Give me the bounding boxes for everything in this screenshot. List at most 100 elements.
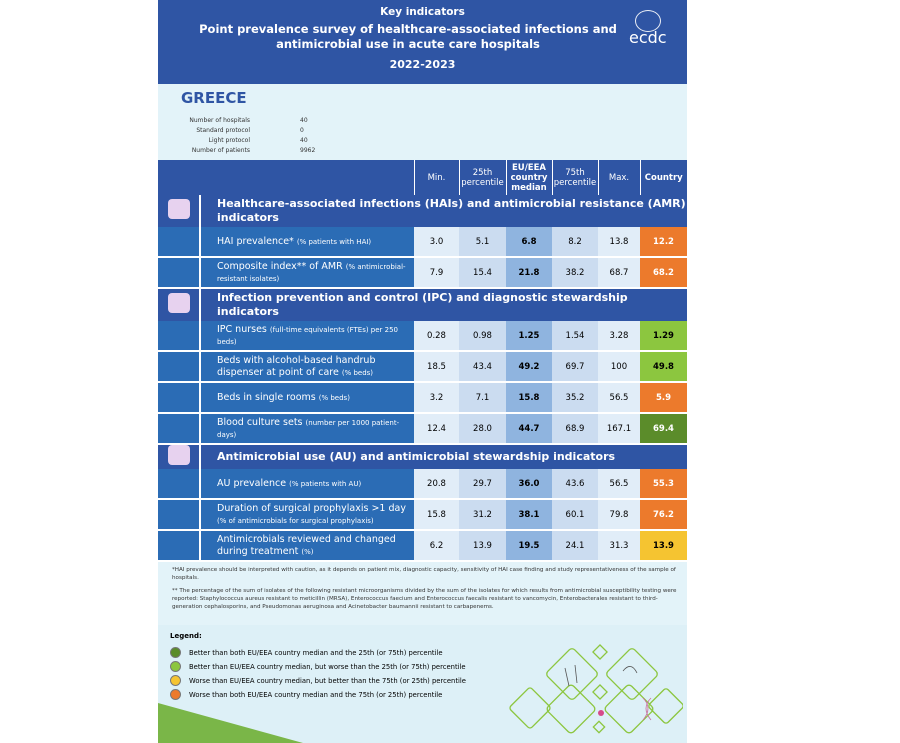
table-row: AU prevalence (% patients with AU) 20.8 29…: [158, 469, 687, 500]
info-label: Number of hospitals: [189, 117, 250, 124]
table-row: Blood culture sets (number per 1000 pati…: [158, 413, 687, 445]
value-cell: 31.2: [459, 499, 506, 531]
value-cell: 29.7: [459, 469, 506, 500]
indicator-unit: (%): [301, 547, 314, 556]
legend-item: Better than both EU/EEA country median a…: [170, 647, 443, 658]
section-header: Healthcare-associated infections (HAIs) …: [158, 195, 687, 227]
indicator-label: Blood culture sets (number per 1000 pati…: [200, 413, 414, 445]
indicator-unit: (% antimicrobial-resistant isolates): [217, 262, 406, 283]
value-cell: 6.8: [506, 227, 552, 258]
value-cell: 43.6: [552, 469, 598, 500]
legend-dot-icon: [170, 661, 181, 672]
value-cell: 100: [598, 351, 640, 383]
info-value: 9962: [300, 147, 316, 154]
value-cell: 1.25: [506, 321, 552, 352]
country-value: 49.8: [640, 351, 687, 383]
value-cell: 15.8: [414, 499, 459, 531]
country-value: 1.29: [640, 321, 687, 352]
info-row: Number of hospitals 40: [180, 116, 315, 126]
value-cell: 0.28: [414, 321, 459, 352]
table-row: Antimicrobials reviewed and changed duri…: [158, 530, 687, 562]
value-cell: 13.9: [459, 530, 506, 562]
indicator-label: Composite index** of AMR (% antimicrobia…: [200, 257, 414, 289]
table-row: Composite index** of AMR (% antimicrobia…: [158, 257, 687, 289]
legend-dot-icon: [170, 689, 181, 700]
indicator-label: AU prevalence (% patients with AU): [200, 469, 414, 500]
country-value: 12.2: [640, 227, 687, 258]
column-header: 75th percentile: [551, 160, 598, 195]
legend-dot-icon: [170, 647, 181, 658]
indicator-unit: (% beds): [318, 393, 350, 402]
legend-item: Worse than both EU/EEA country median an…: [170, 689, 442, 700]
value-cell: 15.8: [506, 382, 552, 414]
legend: Legend: Better than both EU/EEA country …: [158, 625, 687, 743]
value-cell: 44.7: [506, 413, 552, 445]
legend-item: Worse than EU/EEA country median, but be…: [170, 675, 466, 686]
table-row: Beds in single rooms (% beds) 3.2 7.1 15.8 3…: [158, 382, 687, 414]
footnote: ** The percentage of the sum of isolates…: [172, 588, 677, 610]
header-years: 2022-2023: [389, 58, 456, 71]
value-cell: 13.8: [598, 227, 640, 258]
value-cell: 0.98: [459, 321, 506, 352]
value-cell: 68.7: [598, 257, 640, 289]
indicator-label: Antimicrobials reviewed and changed duri…: [200, 530, 414, 562]
indicator-label: Beds in single rooms (% beds): [200, 382, 414, 414]
indicator-label: HAI prevalence* (% patients with HAI): [200, 227, 414, 258]
indicator-label: Beds with alcohol-based handrub dispense…: [200, 351, 414, 383]
value-cell: 21.8: [506, 257, 552, 289]
value-cell: 68.9: [552, 413, 598, 445]
value-cell: 35.2: [552, 382, 598, 414]
info-row: Number of patients 9962: [180, 146, 315, 156]
handwash-icon: [167, 293, 190, 313]
hai-icon: [167, 199, 190, 219]
indicator-name: Composite index** of AMR: [217, 260, 343, 272]
value-cell: 8.2: [552, 227, 598, 258]
value-cell: 20.8: [414, 469, 459, 500]
header-banner: Key indicators Point prevalence survey o…: [158, 0, 687, 84]
legend-text: Worse than both EU/EEA country median an…: [189, 690, 443, 699]
column-header: Country: [639, 160, 687, 195]
value-cell: 69.7: [552, 351, 598, 383]
value-cell: 18.5: [414, 351, 459, 383]
value-cell: 28.0: [459, 413, 506, 445]
info-value: 0: [300, 127, 304, 134]
indicator-unit: (number per 1000 patient-days): [217, 418, 400, 439]
indicator-unit: (% patients with AU): [289, 479, 362, 488]
info-row: Light protocol 40: [180, 136, 315, 146]
value-cell: 60.1: [552, 499, 598, 531]
value-cell: 43.4: [459, 351, 506, 383]
indicator-unit: (% of antimicrobials for surgical prophy…: [217, 516, 374, 525]
country-name: GREECE: [181, 89, 247, 107]
indicator-name: Beds in single rooms: [217, 391, 316, 403]
value-cell: 5.1: [459, 227, 506, 258]
value-cell: 3.28: [598, 321, 640, 352]
table-row: Duration of surgical prophylaxis >1 day …: [158, 499, 687, 531]
value-cell: 24.1: [552, 530, 598, 562]
hospital-info: Number of hospitals 40 Standard protocol 0 L…: [180, 116, 315, 156]
value-cell: 1.54: [552, 321, 598, 352]
value-cell: 79.8: [598, 499, 640, 531]
indicators-table: Min. 25th percentile EU/EEA country median…: [158, 160, 687, 562]
indicator-label: Duration of surgical prophylaxis >1 day …: [200, 499, 414, 531]
value-cell: 49.2: [506, 351, 552, 383]
legend-title: Legend:: [170, 632, 202, 640]
country-value: 76.2: [640, 499, 687, 531]
section-title: Antimicrobial use (AU) and antimicrobial…: [200, 444, 687, 469]
indicator-label: IPC nurses (full-time equivalents (FTEs)…: [200, 321, 414, 352]
value-cell: 7.1: [459, 382, 506, 414]
indicator-name: Beds with alcohol-based handrub dispense…: [217, 354, 376, 378]
info-value: 40: [300, 117, 308, 124]
value-cell: 36.0: [506, 469, 552, 500]
value-cell: 12.4: [414, 413, 459, 445]
indicator-name: IPC nurses: [217, 323, 267, 335]
column-header: Min.: [413, 160, 459, 195]
value-cell: 31.3: [598, 530, 640, 562]
pills-icon: [167, 445, 190, 465]
value-cell: 15.4: [459, 257, 506, 289]
value-cell: 56.5: [598, 469, 640, 500]
header-title: Point prevalence survey of healthcare-as…: [199, 22, 617, 51]
value-cell: 38.1: [506, 499, 552, 531]
legend-text: Better than both EU/EEA country median a…: [189, 648, 443, 657]
legend-dot-icon: [170, 675, 181, 686]
country-value: 68.2: [640, 257, 687, 289]
